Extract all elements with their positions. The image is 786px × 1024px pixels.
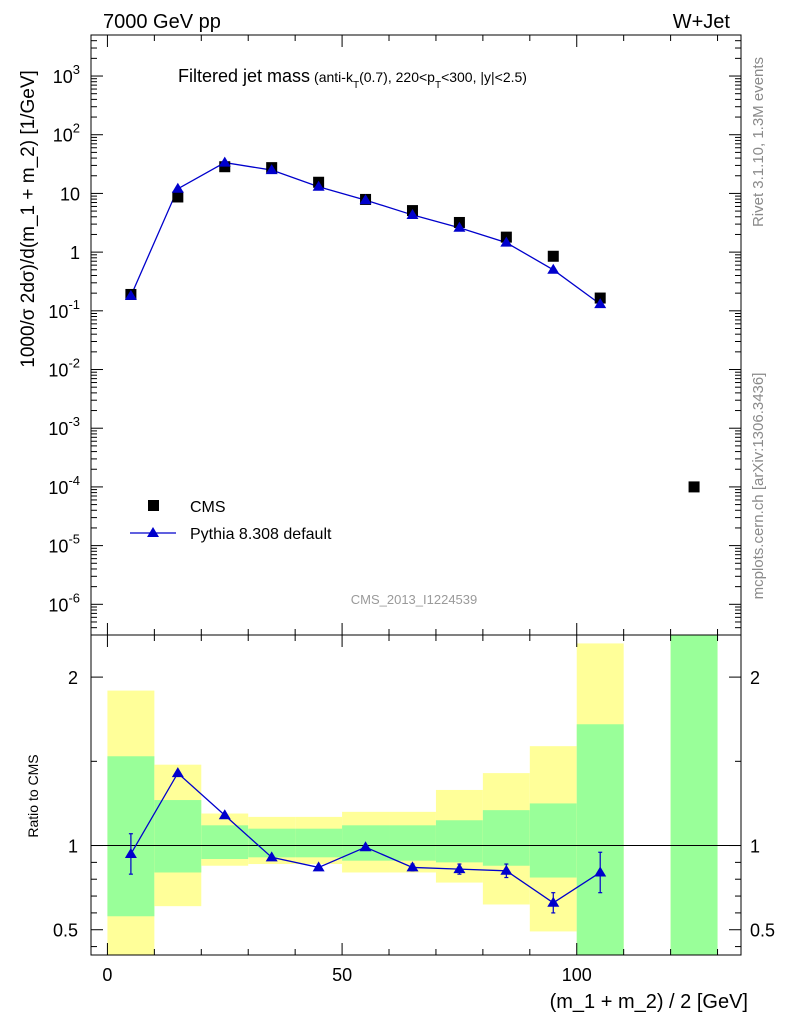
mc-point [265,164,278,175]
mcplots-label: mcplots.cern.ch [arXiv:1306.3436] [750,373,767,600]
mc-line [130,161,601,305]
ratio-uncertainty-bands [107,635,718,955]
x-tick-label: 50 [332,965,352,985]
cms-point [594,292,606,304]
ratio-y-tick-label-right: 0.5 [750,921,775,941]
ratio-y-axis-label: Ratio to CMS [25,754,41,837]
ratio-y-tick-label: 1 [68,837,78,857]
cms-point [219,161,231,173]
y-tick-label: 10-1 [48,297,80,322]
legend-cms-marker [148,500,159,511]
ratio-point [124,847,137,858]
plot-title-sub-3: T [435,80,441,91]
y-tick-label: 10-2 [48,356,80,381]
legend-cms-label: CMS [190,499,226,516]
mc-point [171,182,184,193]
y-tick-label: 10-6 [48,590,80,615]
ratio-point [171,767,184,778]
x-tick-label: 0 [102,965,112,985]
ratio-point [312,861,325,872]
ratio-point [265,851,278,862]
mc-point [406,208,419,219]
y-tick-label: 102 [53,121,80,146]
legend-mc-marker [147,527,159,537]
band-inner-6 [389,825,436,861]
band-inner-11 [670,635,718,955]
y-tick-label: 10-3 [48,414,80,439]
y-tick-label: 103 [53,62,80,87]
plot-title-sub-4: <300, |y|<2.5) [441,69,527,85]
ratio-point [547,896,560,907]
y-tick-label: 1 [70,243,80,263]
mc-point [594,298,607,309]
mc-point [500,236,513,247]
ratio-y-tick-label-right: 1 [750,837,760,857]
ratio-point [359,841,372,852]
cms-point [547,250,559,262]
y-tick-label: 10-5 [48,532,80,557]
band-inner-10 [576,724,624,955]
band-inner-7 [435,820,483,863]
mc-point [547,263,560,274]
mc-point [124,289,137,300]
ratio-panel-frame [90,634,742,956]
main-panel-content [124,156,700,493]
axes: 0 50 100 10-6 10-5 10-4 10-3 10-2 10-1 1 10 102 103 0… [48,34,775,985]
ratio-y-tick-label: 2 [68,668,78,688]
header-right: W+Jet [673,11,731,33]
cms-point [172,191,184,203]
main-panel-frame [90,34,742,636]
plot-title-sub-1: T [353,80,359,91]
ratio-point [594,866,607,877]
mc-point [453,221,466,232]
band-inner-1 [154,800,202,873]
band-inner-9 [529,803,577,878]
y-tick-label: 10 [60,184,80,204]
plot-title: Filtered jet mass (anti-kT(0.7), 220<pT<3… [178,66,527,91]
x-tick-label: 100 [562,965,592,985]
band-inner-4 [295,828,343,858]
ratio-point [218,809,231,820]
plot-title-sub-0: (anti-k [314,69,354,85]
band-inner-2 [201,825,249,859]
mc-point [218,156,231,167]
ratio-y-tick-label-right: 2 [750,668,760,688]
mc-point [359,194,372,205]
header-left: 7000 GeV pp [103,11,221,33]
ratio-point [500,864,513,875]
ratio-panel-content [91,767,741,914]
plot-title-main: Filtered jet mass [178,66,310,86]
band-inner-8 [482,810,530,866]
ratio-point [453,863,466,874]
mc-point [312,180,325,191]
plot-title-sub-2: (0.7), 220<p [359,69,435,85]
ratio-point [406,861,419,872]
ratio-y-tick-label: 0.5 [53,921,78,941]
main-y-axis-label: 1000/σ 2dσ)/d(m_1 + m_2) [1/GeV] [18,70,39,368]
analysis-watermark: CMS_2013_I1224539 [351,592,478,607]
legend-mc-label: Pythia 8.308 default [190,526,332,543]
cms-point [688,481,700,493]
y-tick-label: 10-4 [48,473,80,498]
rivet-version-label: Rivet 3.1.10, 1.3M events [750,57,767,227]
x-axis-label: (m_1 + m_2) / 2 [GeV] [550,991,748,1013]
